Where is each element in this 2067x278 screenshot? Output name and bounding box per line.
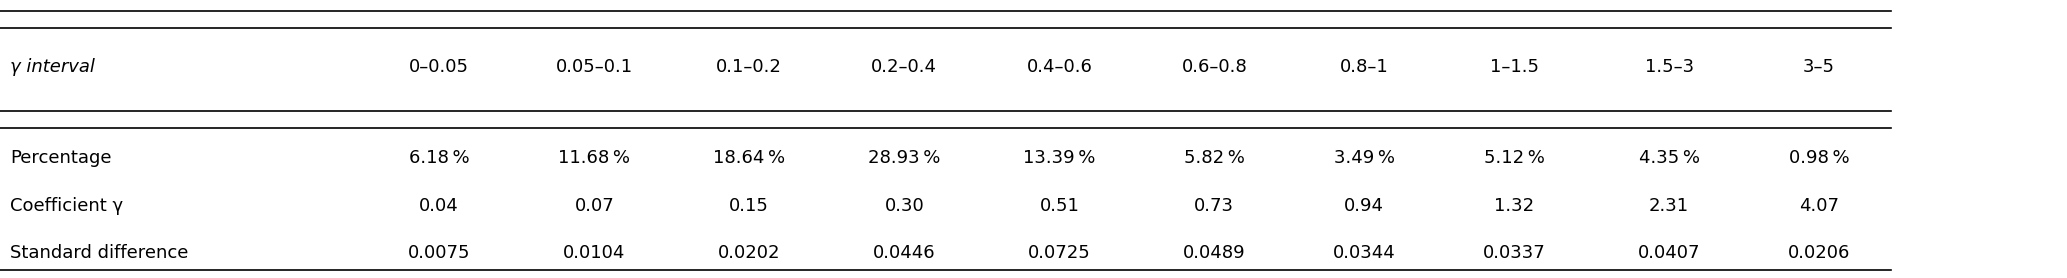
Text: 0.07: 0.07 <box>575 197 614 215</box>
Text: 4.07: 4.07 <box>1798 197 1840 215</box>
Text: 5.82 %: 5.82 % <box>1184 150 1244 167</box>
Text: 11.68 %: 11.68 % <box>558 150 630 167</box>
Text: 4.35 %: 4.35 % <box>1639 150 1699 167</box>
Text: 28.93 %: 28.93 % <box>868 150 940 167</box>
Text: 0.6–0.8: 0.6–0.8 <box>1182 58 1246 76</box>
Text: 0.98 %: 0.98 % <box>1788 150 1850 167</box>
Text: 0.0725: 0.0725 <box>1027 244 1091 262</box>
Text: 0.04: 0.04 <box>420 197 459 215</box>
Text: 0.8–1: 0.8–1 <box>1339 58 1389 76</box>
Text: 0.0337: 0.0337 <box>1482 244 1546 262</box>
Text: 0.0407: 0.0407 <box>1637 244 1701 262</box>
Text: 0.0446: 0.0446 <box>872 244 936 262</box>
Text: Standard difference: Standard difference <box>10 244 188 262</box>
Text: 2.31: 2.31 <box>1649 197 1689 215</box>
Text: 0.2–0.4: 0.2–0.4 <box>872 58 936 76</box>
Text: 1–1.5: 1–1.5 <box>1490 58 1538 76</box>
Text: Coefficient γ: Coefficient γ <box>10 197 124 215</box>
Text: 0.0489: 0.0489 <box>1182 244 1246 262</box>
Text: 0.0075: 0.0075 <box>407 244 471 262</box>
Text: 0.30: 0.30 <box>885 197 924 215</box>
Text: 1.5–3: 1.5–3 <box>1645 58 1693 76</box>
Text: 0.73: 0.73 <box>1195 197 1234 215</box>
Text: 0.0206: 0.0206 <box>1788 244 1850 262</box>
Text: Percentage: Percentage <box>10 150 112 167</box>
Text: 0.15: 0.15 <box>730 197 769 215</box>
Text: 1.32: 1.32 <box>1494 197 1534 215</box>
Text: 13.39 %: 13.39 % <box>1023 150 1096 167</box>
Text: 0.51: 0.51 <box>1040 197 1079 215</box>
Text: 3.49 %: 3.49 % <box>1333 150 1395 167</box>
Text: 0.0104: 0.0104 <box>562 244 626 262</box>
Text: 18.64 %: 18.64 % <box>713 150 785 167</box>
Text: γ interval: γ interval <box>10 58 95 76</box>
Text: 0.1–0.2: 0.1–0.2 <box>717 58 781 76</box>
Text: 0.0202: 0.0202 <box>717 244 781 262</box>
Text: 0.94: 0.94 <box>1344 197 1385 215</box>
Text: 5.12 %: 5.12 % <box>1484 150 1544 167</box>
Text: 6.18 %: 6.18 % <box>409 150 469 167</box>
Text: 0.05–0.1: 0.05–0.1 <box>556 58 633 76</box>
Text: 0–0.05: 0–0.05 <box>409 58 469 76</box>
Text: 0.0344: 0.0344 <box>1333 244 1395 262</box>
Text: 3–5: 3–5 <box>1802 58 1835 76</box>
Text: 0.4–0.6: 0.4–0.6 <box>1027 58 1091 76</box>
